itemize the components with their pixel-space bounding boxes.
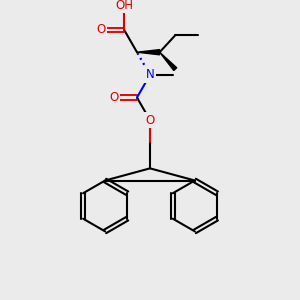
Polygon shape [160, 52, 177, 70]
Text: OH: OH [115, 0, 133, 12]
Polygon shape [137, 50, 160, 55]
Text: O: O [97, 23, 106, 36]
Text: N: N [146, 68, 154, 81]
Text: O: O [110, 91, 119, 104]
Text: O: O [146, 114, 154, 127]
